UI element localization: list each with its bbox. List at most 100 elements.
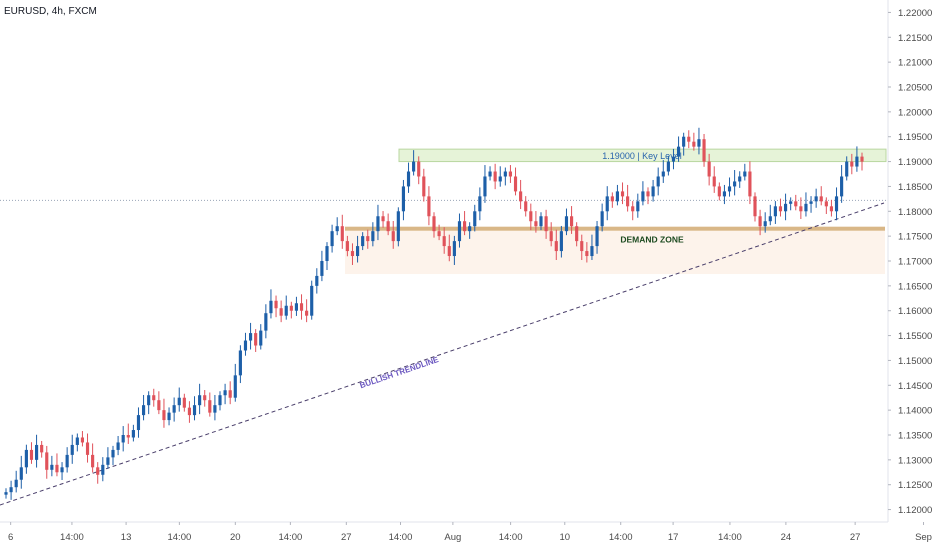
y-tick-label: 1.16500 <box>898 281 932 292</box>
candle-body <box>850 161 854 167</box>
candle-body <box>580 241 584 252</box>
candle-body <box>131 430 135 438</box>
x-tick-label: 27 <box>850 532 861 543</box>
candle-body <box>748 171 752 197</box>
candle-body <box>198 395 202 406</box>
candle-body <box>809 201 813 204</box>
y-tick-label: 1.18000 <box>898 207 932 218</box>
candle-body <box>187 407 192 416</box>
candle-body <box>182 397 186 408</box>
candle-body <box>45 452 49 470</box>
y-tick-label: 1.18500 <box>898 182 932 193</box>
candle-body <box>697 139 701 147</box>
candle-body <box>738 176 742 182</box>
candle-body <box>157 400 161 411</box>
candle-body <box>789 201 793 204</box>
candle-body <box>70 444 74 455</box>
candle-body <box>432 216 436 232</box>
candle-body <box>19 467 23 480</box>
candle-body <box>223 390 227 396</box>
candle-body <box>310 285 314 316</box>
candle-body <box>371 231 375 242</box>
candle-body <box>14 479 18 488</box>
candle-body <box>702 139 706 162</box>
candle-body <box>758 216 762 227</box>
candle-body <box>513 176 518 192</box>
candle-body <box>50 464 54 470</box>
candle-body <box>40 444 44 453</box>
candle-body <box>264 313 268 331</box>
x-tick-label: 27 <box>341 532 352 543</box>
candle-body <box>325 246 329 261</box>
candle-body <box>773 206 777 217</box>
candle-body <box>519 191 523 202</box>
candle-body <box>386 221 390 232</box>
candle-body <box>279 308 283 316</box>
candle-body <box>24 449 28 468</box>
candle-body <box>106 457 110 465</box>
candle-body <box>366 236 370 242</box>
candle-body <box>682 136 686 147</box>
candle-body <box>605 196 609 212</box>
candle-body <box>539 216 543 227</box>
candle-body <box>381 216 385 222</box>
y-tick-label: 1.14000 <box>898 406 932 417</box>
candle-body <box>284 305 288 316</box>
candle-body <box>799 206 803 212</box>
candle-body <box>376 216 380 232</box>
y-tick-label: 1.17000 <box>898 257 932 268</box>
candle-body <box>671 156 676 162</box>
candle-body <box>554 241 558 252</box>
x-tick-label: 6 <box>8 532 13 543</box>
candle-body <box>763 221 767 227</box>
candle-body <box>534 221 538 227</box>
candle-body <box>136 415 141 431</box>
candle-body <box>753 196 757 217</box>
candle-body <box>417 161 421 177</box>
candle-body <box>141 405 146 416</box>
candle-body <box>345 241 349 252</box>
x-tick-label: 14:00 <box>389 532 413 543</box>
candle-body <box>259 330 263 346</box>
candle-body <box>391 231 395 242</box>
x-tick-label: 24 <box>781 532 792 543</box>
candle-body <box>401 186 406 212</box>
candle-body <box>192 405 197 416</box>
candle-body <box>834 196 839 212</box>
candle-body <box>768 216 772 222</box>
candle-body <box>60 467 64 473</box>
candle-body <box>121 435 125 443</box>
candle-body <box>626 196 630 207</box>
candle-body <box>473 211 477 227</box>
candle-body <box>661 171 665 177</box>
candle-body <box>91 454 95 468</box>
candle-body <box>743 171 747 177</box>
candle-body <box>717 186 721 197</box>
candle-body <box>478 196 482 212</box>
candle-body <box>152 395 156 401</box>
candle-body <box>804 203 808 212</box>
x-tick-label: 14:00 <box>499 532 523 543</box>
x-tick-label: 14:00 <box>718 532 742 543</box>
candle-body <box>529 211 533 222</box>
candle-body <box>203 395 207 401</box>
candle-body <box>508 171 513 177</box>
candle-body <box>447 246 451 257</box>
candle-body <box>208 400 212 413</box>
candle-body <box>824 201 828 207</box>
candle-body <box>814 196 818 202</box>
candle-body <box>783 203 788 212</box>
candle-body <box>569 216 574 227</box>
candle-body <box>248 333 253 341</box>
x-tick-label: Aug <box>444 532 461 543</box>
candle-body <box>585 251 589 257</box>
y-tick-label: 1.15500 <box>898 331 932 342</box>
candle-body <box>9 487 13 493</box>
candle-body <box>361 236 365 247</box>
candle-body <box>488 171 492 177</box>
y-tick-label: 1.19500 <box>898 132 932 143</box>
candle-body <box>269 300 273 314</box>
candle-body <box>437 231 441 237</box>
